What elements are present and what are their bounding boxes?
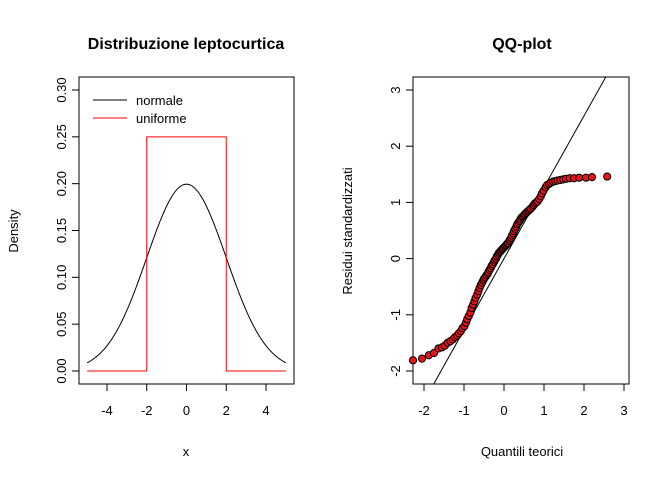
density-y-tick-label: 0.00 bbox=[54, 358, 69, 383]
density-y-tick-label: 0.05 bbox=[54, 312, 69, 337]
qq-point bbox=[417, 354, 427, 363]
qq-point bbox=[603, 172, 612, 181]
qq-point bbox=[408, 356, 418, 365]
density-y-tick-label: 0.15 bbox=[54, 218, 69, 243]
qq-point bbox=[575, 173, 584, 182]
qq-x-tick-label: -2 bbox=[418, 403, 430, 418]
density-x-axis: -4 -2 0 2 4 bbox=[101, 383, 270, 418]
qq-x-tick-label: -1 bbox=[458, 403, 470, 418]
density-y-tick-label: 0.10 bbox=[54, 265, 69, 290]
qq-title: QQ-plot bbox=[492, 36, 552, 53]
qq-x-tick-label: 1 bbox=[540, 403, 547, 418]
density-panel: Distribuzione leptocurtica x Density -4-… bbox=[6, 36, 295, 459]
qq-y-axis: -2 -1 0 1 2 3 bbox=[388, 86, 414, 377]
qq-y-label: Residui standardizzati bbox=[340, 167, 355, 294]
qq-y-tick-label: 0 bbox=[388, 255, 403, 262]
qq-x-tick-label: 3 bbox=[620, 403, 627, 418]
density-y-tick-label: 0.25 bbox=[54, 124, 69, 149]
qq-x-tick-label: 2 bbox=[580, 403, 587, 418]
qq-x-tick-label: 0 bbox=[500, 403, 507, 418]
qq-points bbox=[408, 172, 612, 365]
qq-y-tick-label: 2 bbox=[388, 143, 403, 150]
legend-label-uniforme: uniforme bbox=[136, 111, 187, 126]
density-legend: normale uniforme bbox=[93, 93, 187, 126]
density-line-uniforme bbox=[87, 136, 286, 372]
density-x-tick-label: 2 bbox=[223, 403, 230, 418]
qq-y-tick-label: -1 bbox=[388, 309, 403, 321]
density-y-tick-label: 0.20 bbox=[54, 171, 69, 196]
density-x-tick-label: 0 bbox=[183, 403, 190, 418]
density-series bbox=[86, 136, 287, 372]
qq-y-tick-label: -2 bbox=[388, 365, 403, 377]
density-y-label: Density bbox=[6, 209, 21, 253]
density-line-normale bbox=[86, 183, 287, 364]
legend-label-normale: normale bbox=[136, 93, 183, 108]
density-x-tick-label: 4 bbox=[262, 403, 269, 418]
qq-x-axis: -2 -1 0 1 2 3 bbox=[418, 383, 628, 418]
density-x-label: x bbox=[183, 444, 190, 459]
qq-y-tick-label: 1 bbox=[388, 199, 403, 206]
density-x-tick-label: -2 bbox=[141, 403, 153, 418]
density-y-axis: 0.00 0.05 0.10 0.15 0.20 0.25 0.30 bbox=[54, 77, 80, 384]
qq-panel: QQ-plot Quantili teorici Residui standar… bbox=[340, 36, 630, 459]
qq-x-label: Quantili teorici bbox=[481, 444, 563, 459]
qq-reference-line bbox=[433, 77, 607, 384]
density-title: Distribuzione leptocurtica bbox=[88, 36, 285, 53]
qq-reference-line-group bbox=[433, 77, 607, 384]
density-y-tick-label: 0.30 bbox=[54, 77, 69, 102]
qq-plot-box bbox=[412, 76, 630, 385]
qq-point bbox=[587, 173, 597, 182]
qq-y-tick-label: 3 bbox=[388, 86, 403, 93]
density-x-tick-label: -4 bbox=[101, 403, 113, 418]
